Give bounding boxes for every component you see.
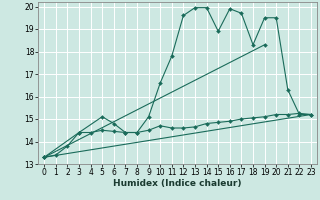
- X-axis label: Humidex (Indice chaleur): Humidex (Indice chaleur): [113, 179, 242, 188]
